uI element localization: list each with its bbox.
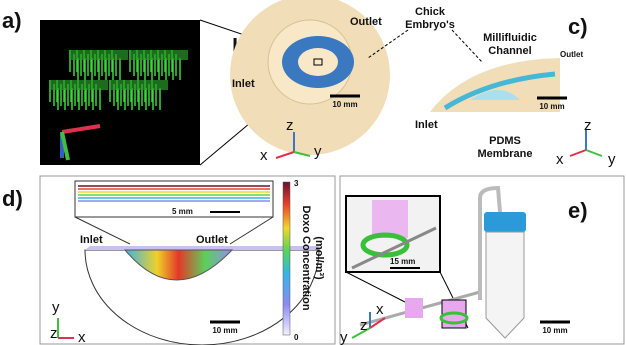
zoom-line [230,217,273,244]
colorbar [283,182,290,335]
block-top [50,80,108,90]
inlet-label: Inlet [80,234,103,246]
inlet-label: Inlet [415,119,438,131]
annotation: PDMS [489,135,521,147]
annotation: Chick [415,6,446,18]
zoom-line [346,272,405,302]
annotation: Embryo's [405,19,455,31]
axis-label: x [376,301,384,318]
axis-label: x [78,329,86,345]
colorbar-tick: 0 [294,333,299,342]
annotation: Channel [488,45,531,57]
pointer [452,30,482,62]
panel-label: a) [2,8,22,33]
axis-arrow [570,150,586,156]
axis-label: x [556,151,564,168]
axis-arrow [276,152,294,158]
block-top [130,50,188,60]
axis-label: z [286,117,294,134]
colorbar-title: (mol/m³) [313,236,325,280]
block-top [70,50,128,60]
cap [484,212,526,232]
axis-label: y [314,143,322,160]
block-top [110,80,168,90]
syringe [486,232,524,338]
scale-label: 5 mm [172,207,193,216]
axis-label: z [584,117,592,134]
colorbar-tick: 3 [294,179,299,188]
colorbar-title: Doxo Concentration [300,205,312,310]
axis-label: z [50,325,58,342]
axis-label: x [260,147,268,164]
outlet-label: Outlet [350,16,382,28]
scale-label: 15 mm [390,257,415,266]
figure: a) b) Outlet Inlet 10 mm z x y Chick Emb… [0,0,626,345]
reservoir [372,200,408,238]
scale-label: 10 mm [542,326,567,335]
inlet-label: Inlet [232,78,255,90]
outlet-label: Outlet [560,50,583,59]
panel-label: e) [568,198,588,223]
annotation: Millifluidic [483,32,537,44]
axis-arrow [586,150,602,156]
outlet-label: Outlet [196,234,228,246]
scale-label: 10 mm [212,326,237,335]
ring-hole [298,48,338,76]
axis-label: y [340,329,348,345]
scale-label: 10 mm [332,100,357,109]
reservoir [405,298,423,318]
annotation: Membrane [477,148,532,160]
panel-label: c) [568,14,588,39]
axis-label: y [608,151,616,168]
axis-label: y [52,299,60,316]
scale-label: 10 mm [539,102,564,111]
panel-label: d) [2,186,23,211]
axis-label: z [360,317,368,334]
